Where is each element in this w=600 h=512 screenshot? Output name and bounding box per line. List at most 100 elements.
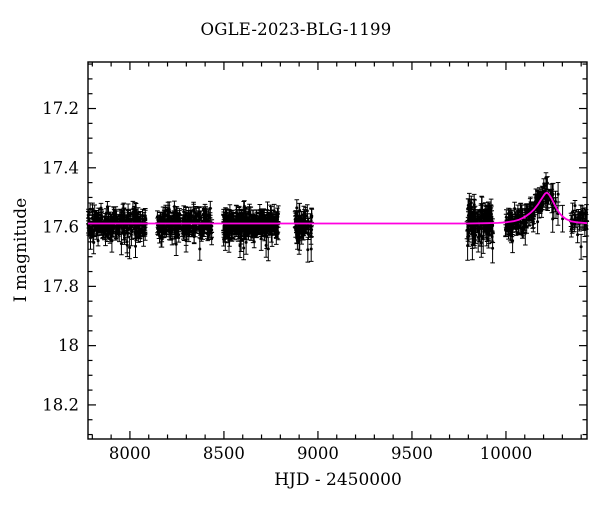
data-point (510, 225, 514, 229)
data-point (509, 229, 513, 233)
data-point (239, 234, 243, 238)
data-point (256, 225, 260, 229)
data-point (242, 204, 246, 208)
data-point (86, 216, 90, 220)
data-point (529, 207, 533, 211)
data-point (482, 216, 486, 220)
data-point (272, 209, 276, 213)
data-point (203, 209, 207, 213)
data-point (160, 237, 164, 241)
data-point (240, 228, 244, 232)
data-point (473, 218, 477, 222)
data-point (537, 191, 541, 194)
data-point (229, 216, 233, 220)
data-point (520, 212, 524, 216)
data-point (296, 227, 300, 230)
data-point (584, 219, 587, 223)
data-point (537, 209, 541, 213)
data-point (266, 208, 269, 212)
data-point (295, 206, 299, 210)
data-point (182, 210, 186, 214)
data-point (520, 208, 524, 212)
data-point (157, 229, 161, 233)
data-point (585, 211, 588, 215)
data-point (270, 216, 274, 220)
data-point (118, 214, 122, 218)
y-tick-label: 17.2 (42, 99, 79, 118)
data-point (125, 240, 129, 244)
data-point (91, 235, 95, 239)
data-point (163, 220, 167, 224)
data-point (469, 212, 473, 216)
data-point (295, 236, 299, 240)
data-point (208, 206, 212, 210)
data-point (90, 229, 93, 233)
data-point (93, 213, 97, 217)
data-point (469, 201, 473, 205)
data-point (250, 229, 254, 233)
data-point (269, 213, 273, 217)
data-point (470, 227, 474, 231)
data-point (242, 246, 246, 250)
data-point (182, 226, 186, 230)
data-point (189, 211, 193, 215)
data-point (192, 235, 196, 238)
data-point (309, 225, 312, 229)
data-point (143, 232, 147, 236)
data-point (466, 214, 470, 217)
data-point (170, 229, 174, 233)
data-point (174, 225, 178, 229)
data-point (533, 200, 537, 204)
data-point (139, 217, 143, 220)
data-point (491, 246, 495, 250)
data-point (538, 206, 542, 210)
data-point (469, 216, 473, 220)
data-point (138, 220, 142, 224)
data-point (511, 239, 515, 243)
data-point (310, 228, 314, 232)
data-point (105, 205, 109, 209)
data-point (143, 216, 147, 220)
data-point (240, 219, 244, 223)
data-point (580, 209, 584, 213)
data-point (551, 217, 555, 221)
data-point (243, 232, 247, 236)
data-point (173, 228, 176, 232)
data-point (222, 214, 226, 218)
data-point (514, 227, 518, 231)
data-point (188, 224, 192, 228)
tick-labels: 8000 8500 9000 9500 10000 17.2 17.4 17.6 17.8 18 1… (42, 99, 532, 463)
data-point (107, 211, 110, 215)
data-point (472, 203, 476, 207)
data-point (177, 233, 181, 237)
plot-title: OGLE-2023-BLG-1199 (200, 20, 392, 39)
data-point (108, 217, 112, 221)
data-point (257, 218, 261, 222)
data-point (138, 233, 142, 237)
data-point (270, 226, 274, 230)
data-point (249, 213, 253, 217)
data-point (86, 213, 90, 217)
data-point (275, 214, 279, 218)
y-tick-label: 18 (58, 336, 79, 355)
data-point (306, 219, 310, 223)
data-point (228, 209, 232, 213)
data-point (545, 195, 549, 199)
data-point (266, 247, 270, 251)
data-point (306, 248, 310, 252)
data-point (104, 212, 108, 216)
data-point (248, 210, 251, 214)
data-point (476, 218, 480, 222)
data-point (99, 213, 103, 216)
data-point (173, 236, 177, 240)
data-point (133, 231, 137, 235)
data-point (544, 176, 548, 180)
data-point (263, 226, 267, 230)
data-point (142, 229, 146, 233)
data-point (187, 233, 191, 237)
data-point (489, 212, 493, 216)
data-point (181, 219, 185, 223)
data-point (121, 219, 125, 223)
data-point (86, 224, 90, 228)
data-point (484, 225, 488, 229)
